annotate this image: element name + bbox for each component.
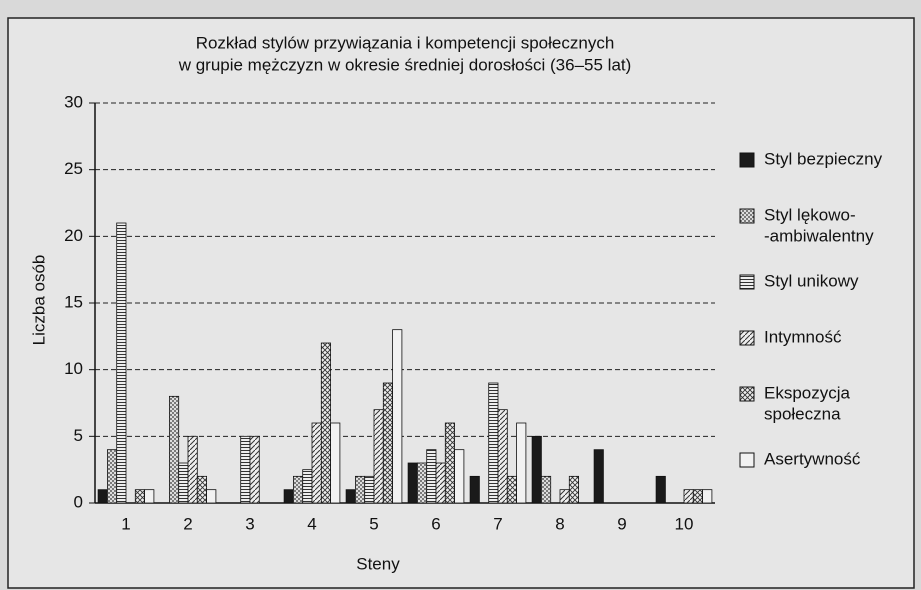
legend-label: Styl unikowy bbox=[764, 271, 859, 290]
x-tick-label: 8 bbox=[555, 514, 564, 533]
y-tick-label: 15 bbox=[64, 292, 83, 311]
bar bbox=[435, 462, 446, 504]
legend-label: Styl lękowo- bbox=[764, 205, 856, 224]
bar bbox=[559, 489, 570, 504]
bar bbox=[488, 382, 499, 504]
bar bbox=[345, 489, 356, 504]
bar bbox=[593, 449, 604, 504]
y-tick-label: 5 bbox=[74, 426, 83, 445]
x-tick-label: 3 bbox=[245, 514, 254, 533]
bar bbox=[683, 489, 694, 504]
bar bbox=[382, 382, 393, 504]
bar bbox=[134, 489, 146, 504]
x-tick-label: 9 bbox=[617, 514, 626, 533]
legend-swatch bbox=[739, 274, 755, 290]
x-tick-label: 4 bbox=[307, 514, 316, 533]
x-tick-label: 2 bbox=[183, 514, 192, 533]
bar bbox=[249, 435, 260, 504]
bar bbox=[497, 409, 508, 504]
legend-swatch bbox=[739, 330, 755, 346]
y-tick-label: 20 bbox=[64, 226, 83, 245]
bar bbox=[311, 422, 322, 504]
y-tick-label: 10 bbox=[64, 359, 83, 378]
bar bbox=[469, 475, 480, 504]
bar bbox=[240, 435, 251, 504]
bar bbox=[292, 475, 304, 504]
bar bbox=[354, 475, 366, 504]
bar bbox=[454, 449, 465, 504]
bar bbox=[416, 462, 428, 504]
bar bbox=[196, 475, 208, 504]
bar bbox=[568, 475, 579, 504]
legend-label: Intymność bbox=[764, 327, 842, 346]
bar bbox=[444, 422, 455, 504]
y-tick-label: 0 bbox=[74, 492, 83, 511]
bar bbox=[702, 489, 713, 504]
bar bbox=[426, 449, 437, 504]
x-tick-label: 1 bbox=[121, 514, 130, 533]
bar bbox=[168, 395, 180, 504]
bar bbox=[283, 489, 294, 504]
legend-label: społeczna bbox=[764, 404, 841, 423]
bar bbox=[692, 489, 703, 504]
legend-label: Asertywność bbox=[764, 449, 861, 468]
legend-label: Ekspozycja bbox=[764, 383, 851, 402]
bar bbox=[116, 222, 127, 504]
x-tick-label: 6 bbox=[431, 514, 440, 533]
bar bbox=[107, 449, 118, 504]
bar bbox=[330, 422, 341, 504]
bar bbox=[320, 342, 331, 504]
bar bbox=[144, 489, 155, 504]
bar bbox=[373, 409, 384, 504]
bar bbox=[655, 475, 666, 504]
bar bbox=[407, 462, 418, 504]
legend-label: Styl bezpieczny bbox=[764, 149, 883, 168]
y-tick-label: 30 bbox=[64, 92, 83, 111]
bar bbox=[97, 489, 108, 504]
x-axis-label: Steny bbox=[356, 554, 400, 573]
bar bbox=[206, 489, 217, 504]
chart-title: w grupie mężczyzn w okresie średniej dor… bbox=[178, 55, 632, 74]
x-tick-label: 5 bbox=[369, 514, 378, 533]
bar bbox=[392, 329, 403, 504]
legend-swatch bbox=[739, 452, 755, 468]
legend-label: -ambiwalentny bbox=[764, 226, 874, 245]
legend-swatch bbox=[739, 208, 755, 224]
legend-swatch bbox=[739, 386, 755, 402]
y-tick-label: 25 bbox=[64, 159, 83, 178]
bar bbox=[516, 422, 527, 504]
bar bbox=[187, 435, 198, 504]
bar bbox=[531, 435, 542, 504]
chart-title: Rozkład stylów przywiązania i kompetencj… bbox=[196, 33, 615, 52]
bar bbox=[364, 475, 375, 504]
bar bbox=[302, 469, 313, 504]
legend-swatch bbox=[739, 152, 755, 168]
y-axis-label: Liczba osób bbox=[29, 255, 48, 346]
bar bbox=[178, 462, 189, 504]
x-tick-label: 7 bbox=[493, 514, 502, 533]
x-tick-label: 10 bbox=[675, 514, 694, 533]
bar bbox=[541, 475, 552, 504]
bar bbox=[506, 475, 517, 504]
